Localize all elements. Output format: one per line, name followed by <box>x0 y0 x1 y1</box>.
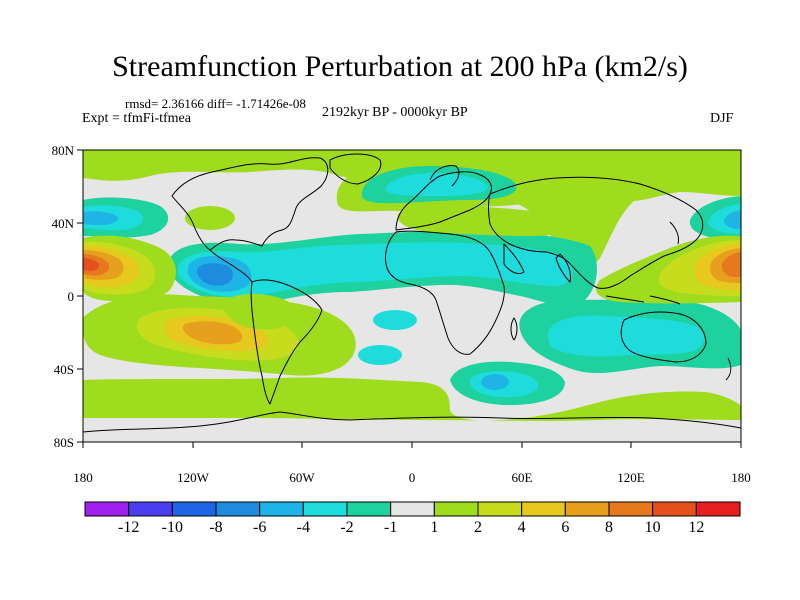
colorbar-label: -4 <box>297 519 310 536</box>
coastlines <box>83 153 741 433</box>
colorbar-swatch <box>346 501 392 517</box>
contour-tropical-core3 <box>196 263 233 286</box>
colorbar-swatch <box>84 501 130 517</box>
colorbar-label: 12 <box>688 519 704 536</box>
contour-c-pacific-pos6 <box>83 258 100 271</box>
lon-label: 0 <box>409 470 416 485</box>
contour-s-pacific-pos4 <box>182 321 243 345</box>
lon-label: 60E <box>512 470 533 485</box>
coast-arabia <box>503 243 525 275</box>
coast-new-zealand <box>725 357 732 381</box>
experiment-label: Expt = tfmFi-tfmea <box>82 111 191 126</box>
season-label: DJF <box>710 111 734 126</box>
colorbar-label: -12 <box>118 519 139 536</box>
colorbar-swatch <box>477 501 523 517</box>
contour-mid-atlantic-small <box>373 310 417 330</box>
coast-scandinavia <box>429 165 460 187</box>
coast-antarctica <box>83 411 741 433</box>
colorbar-swatch <box>390 501 435 517</box>
colorbar-label: -6 <box>253 519 266 536</box>
contour-tropical-core <box>177 242 573 297</box>
lat-label: 0 <box>68 289 75 304</box>
axis-ticks <box>77 149 742 448</box>
colorbar-label: -8 <box>209 519 222 536</box>
lat-label: 80S <box>54 435 74 450</box>
contour-ne-america-positive <box>606 162 741 201</box>
colorbar-swatch <box>171 501 217 517</box>
contour-indian-core <box>548 315 705 357</box>
colorbar-label: 10 <box>645 519 661 536</box>
colorbar-swatch <box>695 501 741 517</box>
colorbar-label: 6 <box>561 519 569 536</box>
contour-s-atlantic-core2 <box>481 374 509 390</box>
contour-ne-pacific-core2 <box>83 211 119 225</box>
contour-s-america-positive <box>222 294 296 330</box>
lon-label: 180 <box>731 470 751 485</box>
coast-australia <box>620 311 707 363</box>
contour-nh-subtropic-positive <box>397 206 571 236</box>
lat-label: 40S <box>54 362 74 377</box>
stats-text: rmsd= 2.36166 diff= -1.71426e-08 <box>125 96 306 111</box>
coast-greenland <box>329 153 382 185</box>
lon-labels: 180 120W 60W 0 60E 120E 180 <box>73 470 751 485</box>
coast-north-america <box>171 157 329 251</box>
colorbar-label: 2 <box>474 519 482 536</box>
colorbar-label: 8 <box>605 519 613 536</box>
colorbar-label: 1 <box>430 519 438 536</box>
lon-label: 120E <box>617 470 645 485</box>
lon-label: 120W <box>177 470 210 485</box>
coast-central-america <box>209 249 253 283</box>
lat-labels: 80N 40N 0 40S 80S <box>52 143 75 450</box>
colorbar-swatch <box>433 501 479 517</box>
colorbar-swatch <box>128 501 173 517</box>
colorbar-swatch <box>564 501 610 517</box>
colorbar: -12 -10 -8 -6 -4 -2 -1 1 2 4 6 8 10 12 <box>84 501 741 536</box>
colorbar-swatch <box>608 501 654 517</box>
lon-label: 60W <box>289 470 315 485</box>
contour-southern-ocean-positive <box>83 377 741 421</box>
coast-asia <box>488 176 704 289</box>
contour-w-pacific-pos5 <box>721 252 741 277</box>
coast-africa <box>385 230 505 355</box>
contour-s-atlantic-small <box>358 345 402 365</box>
contour-field <box>83 150 741 442</box>
lat-label: 40N <box>52 216 75 231</box>
colorbar-swatch <box>259 501 304 517</box>
coast-south-america <box>250 279 323 405</box>
coast-europe <box>395 171 492 231</box>
lat-label: 80N <box>52 143 75 158</box>
lon-label: 180 <box>73 470 93 485</box>
contour-nw-pacific-core2 <box>724 210 741 229</box>
period-label: 2192kyr BP - 0000kyr BP <box>322 105 468 120</box>
colorbar-label: 4 <box>518 519 526 536</box>
coast-madagascar <box>510 317 518 341</box>
colorbar-swatch <box>302 501 348 517</box>
coast-indonesia <box>605 295 681 305</box>
contour-atlantic-small <box>185 206 235 230</box>
coast-india <box>555 253 571 283</box>
colorbar-label: -1 <box>384 519 397 536</box>
contour-europe-core2 <box>385 172 488 196</box>
coast-japan <box>669 221 679 245</box>
contour-arctic-positive <box>83 150 741 266</box>
map-title: Streamfunction Perturbation at 200 hPa (… <box>112 50 688 83</box>
colorbar-swatch <box>652 501 697 517</box>
colorbar-swatch <box>521 501 566 517</box>
colorbar-swatch <box>215 501 261 517</box>
colorbar-label: -10 <box>162 519 183 536</box>
colorbar-label: -2 <box>340 519 353 536</box>
